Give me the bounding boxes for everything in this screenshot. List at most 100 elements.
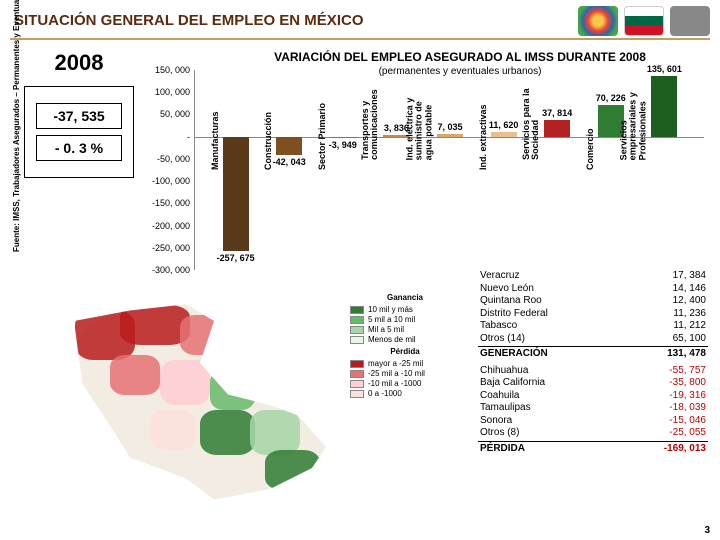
legend-swatch bbox=[350, 336, 364, 344]
state-value: -15, 046 bbox=[669, 415, 706, 428]
legend-swatch bbox=[350, 326, 364, 334]
bar bbox=[330, 137, 356, 139]
y-tick: 150, 000 bbox=[142, 65, 190, 75]
legend-row: Mil a 5 mil bbox=[350, 325, 460, 334]
y-tick: -250, 000 bbox=[142, 243, 190, 253]
legend-label: -25 mil a -10 mil bbox=[368, 369, 425, 378]
table-row: Tamaulipas -18, 039 bbox=[478, 402, 708, 415]
y-tick: -50, 000 bbox=[142, 154, 190, 164]
category-label: Manufacturas bbox=[210, 50, 220, 170]
map-region bbox=[160, 360, 210, 405]
legend-row: -25 mil a -10 mil bbox=[350, 369, 460, 378]
legend-label: 10 mil y más bbox=[368, 305, 413, 314]
bar bbox=[276, 137, 302, 156]
category-label: Ind. eléctrica ysuministro deagua potabl… bbox=[406, 40, 434, 160]
state-name: Otros (8) bbox=[480, 427, 519, 440]
legend-swatch bbox=[350, 380, 364, 388]
legend-row: -10 mil a -1000 bbox=[350, 379, 460, 388]
state-value: 17, 384 bbox=[673, 270, 706, 283]
year-value: 2008 bbox=[24, 50, 134, 76]
state-value: 12, 400 bbox=[673, 295, 706, 308]
state-name: Nuevo León bbox=[480, 283, 534, 296]
state-value: -25, 055 bbox=[669, 427, 706, 440]
state-name: Tabasco bbox=[480, 320, 517, 333]
header-rule bbox=[10, 38, 710, 40]
category-label: Serviciosempresariales yProfesionales bbox=[620, 40, 648, 160]
bar bbox=[544, 120, 570, 137]
stat-total: -37, 535 bbox=[36, 103, 122, 129]
bar bbox=[491, 132, 517, 137]
gen-total-label: GENERACIÓN bbox=[480, 348, 548, 361]
state-value: 11, 236 bbox=[673, 308, 706, 321]
map-region bbox=[250, 410, 300, 455]
state-value: -18, 039 bbox=[669, 402, 706, 415]
state-name: Sonora bbox=[480, 415, 512, 428]
y-tick: -150, 000 bbox=[142, 198, 190, 208]
y-tick: -200, 000 bbox=[142, 221, 190, 231]
legend-swatch bbox=[350, 370, 364, 378]
year-panel: 2008 -37, 535 - 0. 3 % bbox=[24, 50, 134, 178]
state-value: 65, 100 bbox=[673, 333, 706, 346]
legend-label: Menos de mil bbox=[368, 335, 416, 344]
table-row: Chihuahua -55, 757 bbox=[478, 365, 708, 378]
legend-row: 0 a -1000 bbox=[350, 389, 460, 398]
y-tick: - bbox=[142, 132, 190, 142]
state-name: Otros (14) bbox=[480, 333, 525, 346]
category-label: Servicios para laSociedad bbox=[522, 40, 541, 160]
per-total-label: PÉRDIDA bbox=[480, 443, 525, 456]
state-name: Chihuahua bbox=[480, 365, 528, 378]
map-region bbox=[200, 410, 255, 455]
bar bbox=[651, 76, 677, 136]
y-tick: -100, 000 bbox=[142, 176, 190, 186]
table-row: Distrito Federal 11, 236 bbox=[478, 308, 708, 321]
state-value: -55, 757 bbox=[669, 365, 706, 378]
legend-label: -10 mil a -1000 bbox=[368, 379, 421, 388]
legend-gain-title: Ganancia bbox=[350, 293, 460, 302]
legend-row: 10 mil y más bbox=[350, 305, 460, 314]
state-name: Distrito Federal bbox=[480, 308, 548, 321]
state-value: 11, 212 bbox=[673, 320, 706, 333]
category-label: Transportes ycomunicaciones bbox=[362, 40, 381, 160]
logo-gobierno-federal bbox=[624, 6, 664, 36]
map-region bbox=[110, 355, 160, 395]
legend-loss-title: Pérdida bbox=[350, 347, 460, 356]
logo-vivir-mejor bbox=[578, 6, 618, 36]
legend-swatch bbox=[350, 306, 364, 314]
map-region bbox=[210, 370, 255, 410]
category-label: Comercio bbox=[585, 50, 595, 170]
state-value: -35, 800 bbox=[669, 377, 706, 390]
stat-percent: - 0. 3 % bbox=[36, 135, 122, 161]
legend-swatch bbox=[350, 360, 364, 368]
page-number: 3 bbox=[704, 525, 710, 536]
legend-row: Menos de mil bbox=[350, 335, 460, 344]
map-region bbox=[150, 410, 195, 450]
logo-stps bbox=[670, 6, 710, 36]
bar-chart: 150, 000100, 00050, 000--50, 000-100, 00… bbox=[142, 70, 712, 270]
bar bbox=[223, 137, 249, 252]
legend-row: 5 mil a 10 mil bbox=[350, 315, 460, 324]
category-label: Sector Primario bbox=[317, 50, 327, 170]
state-name: Tamaulipas bbox=[480, 402, 531, 415]
legend-swatch bbox=[350, 390, 364, 398]
state-value: -19, 316 bbox=[669, 390, 706, 403]
table-row: Otros (8) -25, 055 bbox=[478, 427, 708, 440]
state-name: Veracruz bbox=[480, 270, 519, 283]
per-total-val: -169, 013 bbox=[664, 443, 706, 456]
table-row: Quintana Roo12, 400 bbox=[478, 295, 708, 308]
table-row: Baja California -35, 800 bbox=[478, 377, 708, 390]
table-row: Coahuila-19, 316 bbox=[478, 390, 708, 403]
table-row: Otros (14) 65, 100 bbox=[478, 333, 708, 346]
bar-value: -257, 675 bbox=[206, 253, 266, 263]
map-region bbox=[180, 315, 230, 355]
state-tables: Veracruz17, 384Nuevo León14, 146Quintana… bbox=[478, 270, 708, 455]
legend: Ganancia 10 mil y más5 mil a 10 milMil a… bbox=[350, 290, 460, 399]
gen-total-val: 131, 478 bbox=[667, 348, 706, 361]
category-label: Construcción bbox=[263, 50, 273, 170]
logo-bar bbox=[578, 6, 710, 36]
legend-label: 5 mil a 10 mil bbox=[368, 315, 415, 324]
legend-label: mayor a -25 mil bbox=[368, 359, 423, 368]
state-name: Baja California bbox=[480, 377, 545, 390]
table-row: Tabasco 11, 212 bbox=[478, 320, 708, 333]
table-row: Veracruz 17, 384 bbox=[478, 270, 708, 283]
map-region bbox=[265, 450, 320, 490]
